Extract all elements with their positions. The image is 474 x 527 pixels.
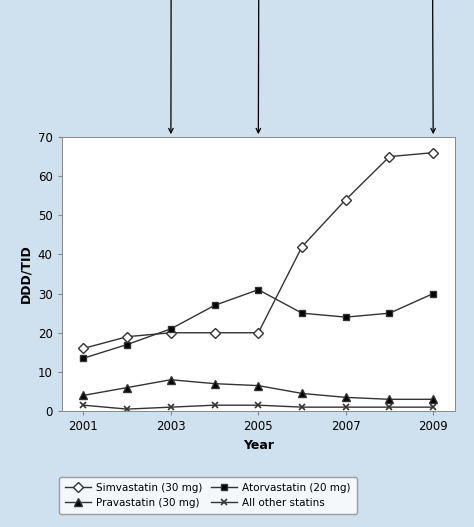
Simvastatin (30 mg)	[387, 153, 392, 160]
Simvastatin (30 mg)	[168, 329, 174, 336]
Simvastatin (30 mg)	[343, 197, 348, 203]
Simvastatin (30 mg)	[124, 334, 130, 340]
Pravastatin (30 mg)	[212, 380, 218, 387]
Text: Prescribing restrictions
for statins: Prescribing restrictions for statins	[256, 0, 386, 133]
Pravastatin (30 mg)	[124, 384, 130, 391]
Pravastatin (30 mg)	[255, 383, 261, 389]
All other statins	[255, 402, 261, 408]
Atorvastatin (20 mg)	[124, 341, 130, 348]
Simvastatin (30 mg)	[212, 329, 218, 336]
Atorvastatin (20 mg)	[387, 310, 392, 316]
Simvastatin (30 mg)	[255, 329, 261, 336]
Simvastatin (30 mg)	[430, 150, 436, 156]
Text: Prescribing restrictions for
atorvastatin removed
– June 2009: Prescribing restrictions for atorvastati…	[273, 0, 436, 133]
All other statins	[343, 404, 348, 411]
Pravastatin (30 mg)	[387, 396, 392, 403]
Simvastatin (30 mg)	[299, 243, 305, 250]
All other statins	[81, 402, 86, 408]
Simvastatin (30 mg)	[81, 345, 86, 352]
All other statins	[124, 406, 130, 412]
Line: Simvastatin (30 mg): Simvastatin (30 mg)	[80, 149, 437, 352]
Pravastatin (30 mg)	[430, 396, 436, 403]
Atorvastatin (20 mg)	[255, 287, 261, 293]
All other statins	[168, 404, 174, 411]
All other statins	[387, 404, 392, 411]
Text: Generic
simvastatin
launched: Generic simvastatin launched	[169, 0, 236, 133]
All other statins	[212, 402, 218, 408]
All other statins	[430, 404, 436, 411]
Atorvastatin (20 mg)	[430, 290, 436, 297]
Atorvastatin (20 mg)	[212, 302, 218, 308]
Pravastatin (30 mg)	[168, 377, 174, 383]
Atorvastatin (20 mg)	[168, 326, 174, 332]
Y-axis label: DDD/TID: DDD/TID	[19, 245, 32, 304]
Atorvastatin (20 mg)	[299, 310, 305, 316]
Pravastatin (30 mg)	[81, 392, 86, 398]
Pravastatin (30 mg)	[299, 391, 305, 397]
X-axis label: Year: Year	[243, 438, 274, 452]
Line: All other statins: All other statins	[80, 402, 437, 413]
Line: Pravastatin (30 mg): Pravastatin (30 mg)	[79, 376, 438, 404]
Legend: Simvastatin (30 mg), Pravastatin (30 mg), Atorvastatin (20 mg), All other statin: Simvastatin (30 mg), Pravastatin (30 mg)…	[59, 476, 357, 514]
Pravastatin (30 mg)	[343, 394, 348, 401]
Atorvastatin (20 mg)	[81, 355, 86, 362]
Atorvastatin (20 mg)	[343, 314, 348, 320]
All other statins	[299, 404, 305, 411]
Line: Atorvastatin (20 mg): Atorvastatin (20 mg)	[80, 286, 437, 362]
